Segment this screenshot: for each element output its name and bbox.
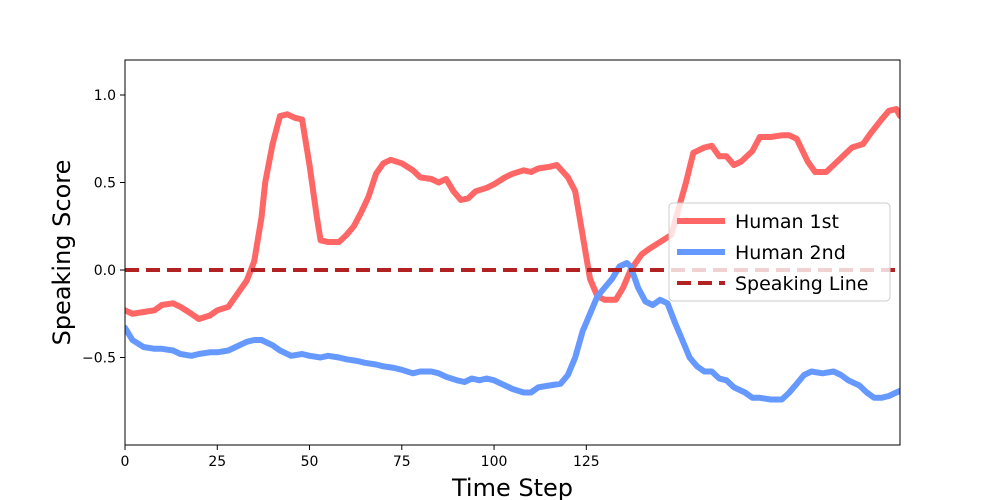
y-tick-label: −0.5: [82, 351, 116, 367]
x-tick-label: 25: [208, 454, 226, 470]
x-tick-label: 100: [481, 454, 508, 470]
y-axis-label: Speaking Score: [48, 160, 76, 346]
y-tick-label: 0.0: [94, 263, 116, 279]
series-line-human-2nd: [125, 260, 900, 403]
x-tick-label: 50: [301, 454, 319, 470]
x-tick-label: 75: [393, 454, 411, 470]
legend: Human 1st Human 2nd Speaking Line: [668, 202, 891, 302]
legend-label-human-2nd: Human 2nd: [735, 242, 846, 264]
x-tick-label: 125: [573, 454, 600, 470]
legend-label-speaking-line: Speaking Line: [735, 273, 868, 295]
series-lines: [125, 106, 900, 403]
x-tick-label: 0: [121, 454, 130, 470]
axis-ticks: 0 25 50 75 100 125 1.0 0.5 0.0 −0.5: [82, 88, 600, 470]
legend-box: [668, 202, 891, 302]
y-tick-label: 0.5: [94, 176, 116, 192]
x-axis-label: Time Step: [451, 474, 573, 500]
legend-label-human-1st: Human 1st: [735, 211, 839, 233]
plot-frame: [124, 59, 901, 446]
series-line-human-1st: [125, 106, 900, 322]
y-tick-label: 1.0: [94, 88, 116, 104]
